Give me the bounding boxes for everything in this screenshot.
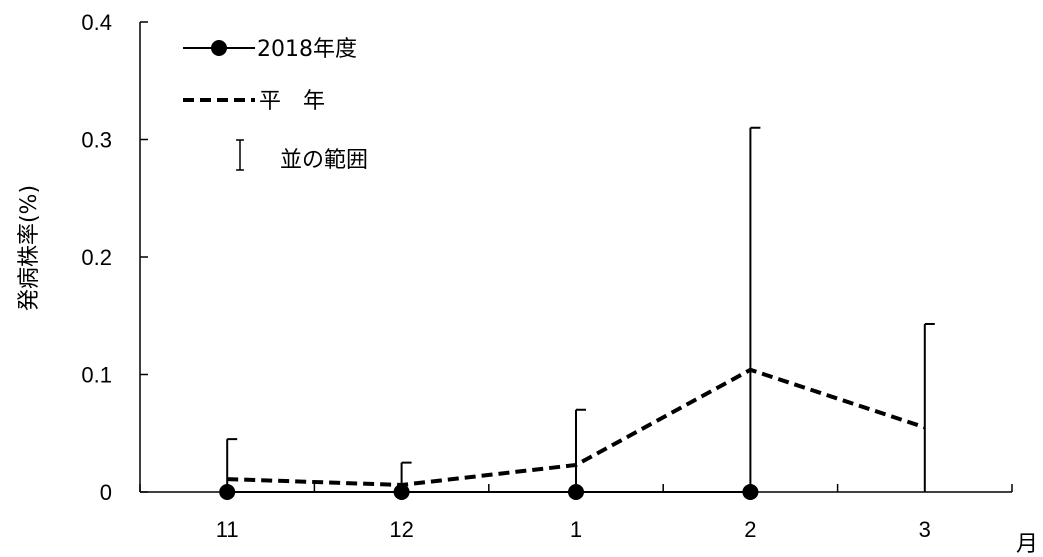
y-tick-label: 0.2 (81, 245, 112, 270)
x-tick-label: 3 (919, 517, 931, 542)
current-marker (568, 484, 584, 500)
y-tick-label: 0 (100, 480, 112, 505)
x-tick-label: 2 (744, 517, 756, 542)
current-year-series (219, 484, 759, 500)
legend-current-marker (211, 40, 227, 56)
legend-range-label: 並の範囲 (280, 148, 368, 173)
y-axis-title: 発病株率(%) (17, 185, 42, 311)
legend-current-label: 2018年度 (257, 37, 357, 62)
current-marker (393, 484, 410, 500)
current-marker (219, 484, 236, 500)
y-tick-label: 0.1 (81, 363, 112, 388)
average-line-series (227, 367, 926, 487)
y-tick-label: 0.4 (81, 10, 112, 35)
average-line (227, 367, 926, 487)
legend-average-label: 平 年 (259, 89, 325, 114)
x-axis-unit-label: 月 (1016, 532, 1038, 557)
axes: 00.10.20.30.411 12 1 2 3 (81, 10, 1013, 542)
x-tick-label: 11 (216, 517, 239, 542)
x-tick-label: 1 (570, 517, 582, 542)
legend: 2018年度 平 年 並の範囲 (183, 37, 368, 173)
current-marker (742, 484, 759, 500)
range-bars (226, 126, 935, 492)
y-tick-label: 0.3 (81, 128, 112, 153)
x-tick-label: 12 (389, 517, 413, 542)
